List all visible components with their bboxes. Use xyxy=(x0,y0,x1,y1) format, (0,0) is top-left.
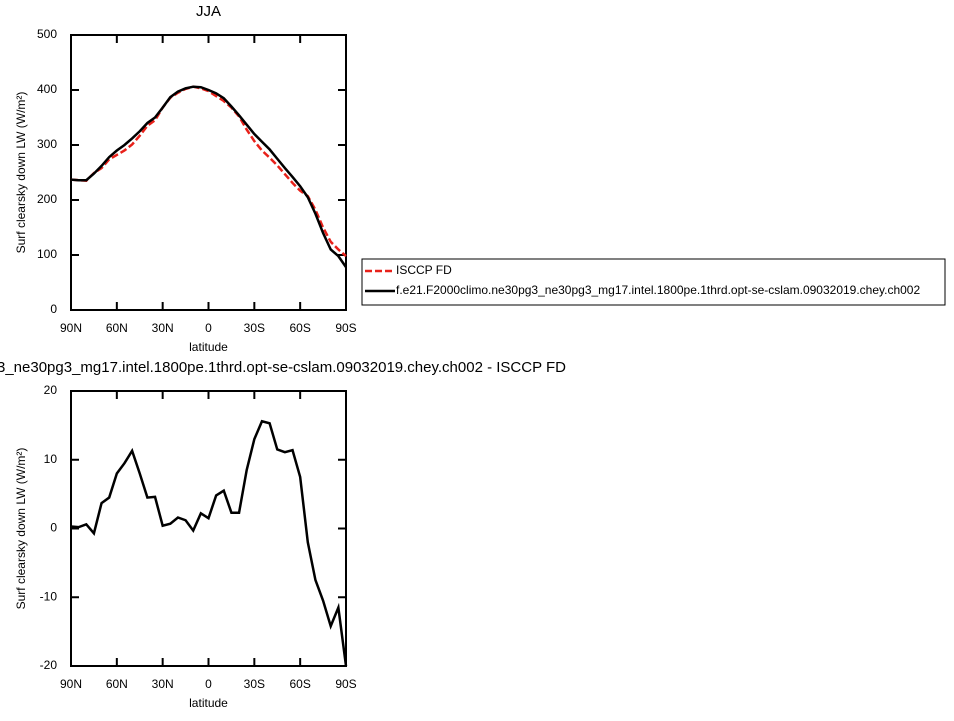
x-tick-label: 60N xyxy=(106,321,128,335)
y-tick-label: 500 xyxy=(37,27,57,41)
data-line xyxy=(70,85,347,258)
y-tick-label: 300 xyxy=(37,137,57,151)
x-tick-label: 30N xyxy=(152,321,174,335)
x-tick-label: 90S xyxy=(335,321,356,335)
x-axis-label: latitude xyxy=(189,340,228,354)
x-tick-label: 60N xyxy=(106,677,128,691)
x-tick-label: 0 xyxy=(205,677,212,691)
chart-title: 3_ne30pg3_mg17.intel.1800pe.1thrd.opt-se… xyxy=(0,359,566,376)
legend-label: f.e21.F2000climo.ne30pg3_ne30pg3_mg17.in… xyxy=(396,283,920,297)
y-axis-label: Surf clearsky down LW (W/m²) xyxy=(14,448,28,610)
legend-box xyxy=(361,258,946,306)
x-tick-label: 0 xyxy=(205,321,212,335)
plot-frame xyxy=(70,390,347,667)
x-axis-label: latitude xyxy=(189,696,228,710)
y-tick-label: 10 xyxy=(44,452,58,466)
legend-label: ISCCP FD xyxy=(396,263,452,277)
data-line xyxy=(70,85,348,268)
x-tick-label: 90N xyxy=(60,321,82,335)
y-tick-label: 20 xyxy=(44,383,58,397)
y-axis-label: Surf clearsky down LW (W/m²) xyxy=(14,92,28,254)
y-tick-label: 0 xyxy=(50,302,57,316)
y-tick-label: -10 xyxy=(40,589,58,603)
data-line xyxy=(70,419,348,667)
x-tick-label: 90S xyxy=(335,677,356,691)
x-tick-label: 30S xyxy=(244,321,265,335)
x-tick-label: 30N xyxy=(152,677,174,691)
y-tick-label: 100 xyxy=(37,247,57,261)
x-tick-label: 30S xyxy=(244,677,265,691)
chart-title: JJA xyxy=(196,3,221,20)
y-tick-label: -20 xyxy=(40,658,58,672)
y-tick-label: 200 xyxy=(37,192,57,206)
plot-frame xyxy=(70,34,347,311)
x-tick-label: 60S xyxy=(289,321,310,335)
y-tick-label: 0 xyxy=(50,521,57,535)
x-tick-label: 90N xyxy=(60,677,82,691)
y-tick-label: 400 xyxy=(37,82,57,96)
x-tick-label: 60S xyxy=(289,677,310,691)
